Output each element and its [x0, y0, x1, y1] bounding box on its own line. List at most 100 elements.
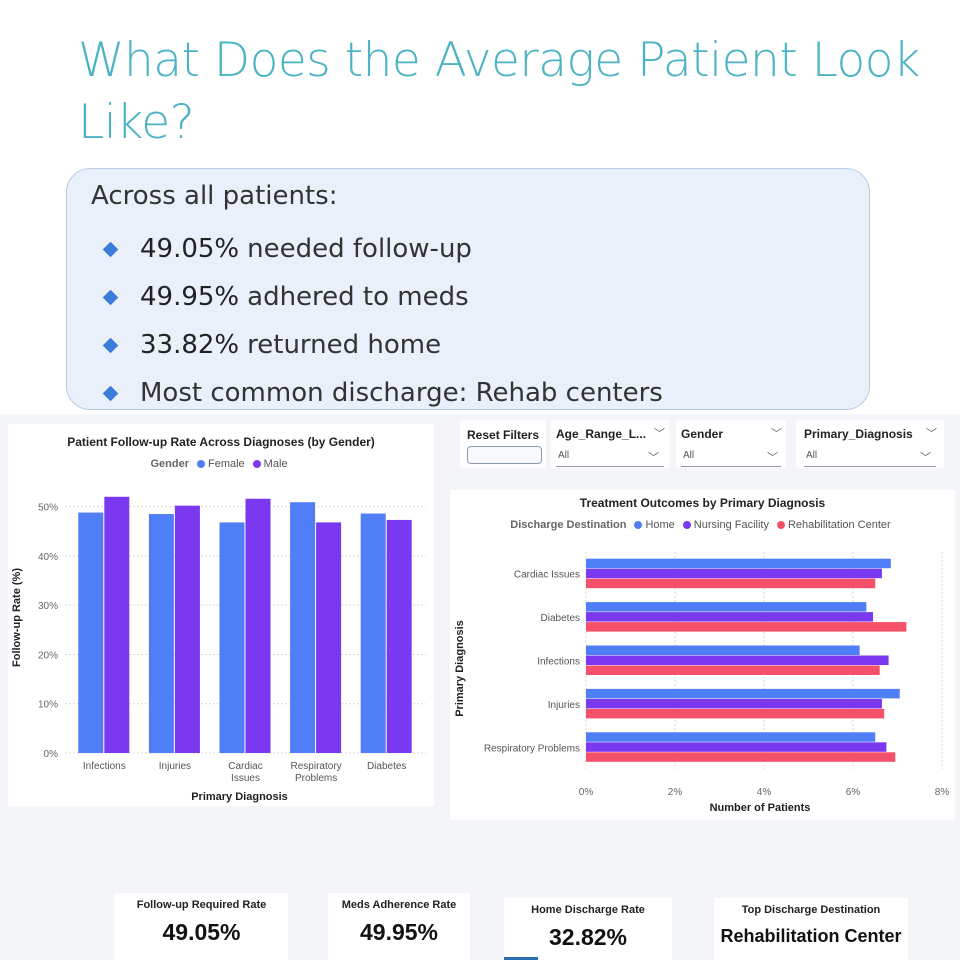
- home-dot-icon: [634, 521, 643, 529]
- reset-filters-panel: Reset Filters: [460, 420, 546, 468]
- followup-chart-panel: Patient Follow-up Rate Across Diagnoses …: [8, 424, 434, 806]
- callout-lead: Across all patients:: [91, 181, 338, 211]
- y-tick-label: Cardiac Issues: [514, 570, 580, 581]
- bar-home: [586, 558, 891, 569]
- kpi-followup-card: Follow-up Required Rate 49.05%: [115, 893, 288, 960]
- kpi-value: 49.95%: [359, 919, 438, 945]
- y-tick-label: 0%: [44, 749, 59, 760]
- y-tick-label: 20%: [38, 650, 58, 661]
- kpi-meds-card: Meds Adherence Rate 49.95%: [328, 893, 470, 960]
- male-dot-icon: [252, 460, 261, 468]
- bar-female: [219, 522, 245, 753]
- bar-rehabilitation-center: [586, 708, 885, 719]
- y-axis-title: Primary Diagnosis: [454, 620, 466, 717]
- chevron-down-icon[interactable]: ﹀: [654, 428, 665, 440]
- treatment-bar-chart[interactable]: 0% 2% 4% 6% 8% Cardiac Issues Diabetes Infectio…: [450, 534, 955, 820]
- nursing-dot-icon: [682, 521, 691, 529]
- y-tick-label: Infections: [537, 657, 580, 668]
- gender-legend: Gender Female Male: [8, 458, 434, 470]
- x-tick-label: 4%: [757, 787, 772, 798]
- legend-item-rehab[interactable]: Rehabilitation Center: [776, 519, 891, 531]
- bar-male: [245, 498, 271, 753]
- chevron-down-icon[interactable]: ﹀: [920, 452, 931, 464]
- bar-rehabilitation-center: [586, 752, 896, 762]
- kpi-label: Follow-up Required Rate: [136, 899, 267, 911]
- chevron-down-icon[interactable]: ﹀: [648, 452, 659, 464]
- bar-nursing-facility: [586, 742, 887, 752]
- callout-bullet: 49.05% needed follow-up: [102, 225, 663, 273]
- bar-female: [290, 502, 316, 753]
- bar-home: [586, 688, 900, 699]
- slide-title-line-2: Like?: [78, 95, 195, 150]
- bar-female: [360, 513, 386, 753]
- x-tick-label: 6%: [846, 787, 861, 798]
- bar-nursing-facility: [586, 568, 882, 579]
- chevron-down-icon[interactable]: ﹀: [926, 428, 937, 440]
- summary-callout: Across all patients: 49.05% needed follo…: [66, 168, 870, 410]
- bullet-percent: 49.95%: [140, 282, 240, 312]
- bullet-text: needed follow-up: [247, 234, 472, 264]
- bar-rehabilitation-center: [586, 665, 880, 675]
- legend-item-home[interactable]: Home: [634, 519, 675, 531]
- legend-item-male[interactable]: Male: [252, 458, 288, 470]
- kpi-accent-bar: [504, 957, 538, 960]
- age-range-label: Age_Range_L...: [556, 427, 647, 441]
- chevron-down-icon[interactable]: ﹀: [771, 428, 782, 440]
- kpi-value: Rehabilitation Center: [720, 926, 902, 946]
- bullet-text: returned home: [247, 330, 442, 360]
- bar-rehabilitation-center: [586, 622, 907, 632]
- age-range-dropdown[interactable]: All: [556, 447, 664, 467]
- bar-nursing-facility: [586, 698, 882, 709]
- callout-bullet: 33.82% returned home: [102, 321, 663, 369]
- treatment-outcomes-panel: Treatment Outcomes by Primary Diagnosis …: [450, 490, 955, 820]
- gender-filter-label: Gender: [681, 427, 724, 441]
- discharge-legend: Discharge Destination Home Nursing Facil…: [450, 519, 955, 531]
- chevron-down-icon[interactable]: ﹀: [767, 452, 778, 464]
- y-tick-label: 30%: [38, 601, 58, 612]
- treatment-chart-title: Treatment Outcomes by Primary Diagnosis: [579, 496, 826, 510]
- y-axis-title: Follow-up Rate (%): [11, 568, 23, 667]
- bullet-percent: 33.82%: [140, 330, 240, 360]
- bar-home: [586, 732, 876, 742]
- x-tick-label: 0%: [579, 787, 594, 798]
- bar-male: [386, 519, 412, 753]
- bullet-text: adhered to meds: [247, 282, 469, 312]
- x-tick-label: Diabetes: [367, 761, 406, 772]
- kpi-label: Meds Adherence Rate: [341, 899, 457, 911]
- x-tick-label: Respiratory: [291, 761, 342, 772]
- bar-male: [104, 496, 130, 753]
- diagnosis-filter-label: Primary_Diagnosis: [804, 427, 913, 441]
- diagnosis-dropdown[interactable]: All: [804, 447, 936, 467]
- bar-female: [148, 514, 174, 753]
- y-tick-label: 10%: [38, 700, 58, 711]
- x-tick-label: 8%: [935, 787, 950, 798]
- followup-chart-title: Patient Follow-up Rate Across Diagnoses …: [67, 435, 375, 449]
- y-tick-label: Injuries: [548, 700, 580, 711]
- x-tick-label: Infections: [83, 761, 126, 772]
- diamond-bullet-icon: [102, 241, 119, 257]
- kpi-top-destination-card: Top Discharge Destination Rehabilitation…: [714, 898, 908, 960]
- bar-home: [586, 602, 867, 612]
- followup-bar-chart[interactable]: 0% 10% 20% 30% 40% 50% Infections Injuries Cardi…: [8, 470, 434, 806]
- legend-item-female[interactable]: Female: [196, 458, 245, 470]
- kpi-home-card: Home Discharge Rate 32.82%: [504, 898, 672, 960]
- age-range-slicer: Age_Range_L... All ﹀ ﹀: [551, 420, 669, 468]
- reset-filters-button[interactable]: [467, 446, 542, 464]
- bar-male: [174, 505, 200, 753]
- callout-bullet-list: 49.05% needed follow-up 49.95% adhered t…: [102, 225, 663, 417]
- x-tick-label: Injuries: [159, 761, 191, 772]
- kpi-label: Home Discharge Rate: [531, 904, 645, 916]
- diamond-bullet-icon: [102, 289, 119, 305]
- bullet-text: Most common discharge: Rehab centers: [140, 378, 663, 408]
- x-tick-label: 2%: [668, 787, 683, 798]
- y-tick-label: 50%: [38, 503, 58, 514]
- gender-dropdown[interactable]: All: [681, 447, 781, 467]
- reset-filters-label: Reset Filters: [467, 428, 540, 442]
- rehab-dot-icon: [776, 521, 785, 529]
- gender-slicer: Gender All ﹀ ﹀: [676, 420, 786, 468]
- bar-nursing-facility: [586, 612, 874, 622]
- bar-home: [586, 645, 860, 655]
- x-tick-label: Issues: [231, 773, 260, 784]
- legend-item-nursing[interactable]: Nursing Facility: [682, 519, 769, 531]
- diagnosis-slicer: Primary_Diagnosis All ﹀ ﹀: [796, 420, 944, 468]
